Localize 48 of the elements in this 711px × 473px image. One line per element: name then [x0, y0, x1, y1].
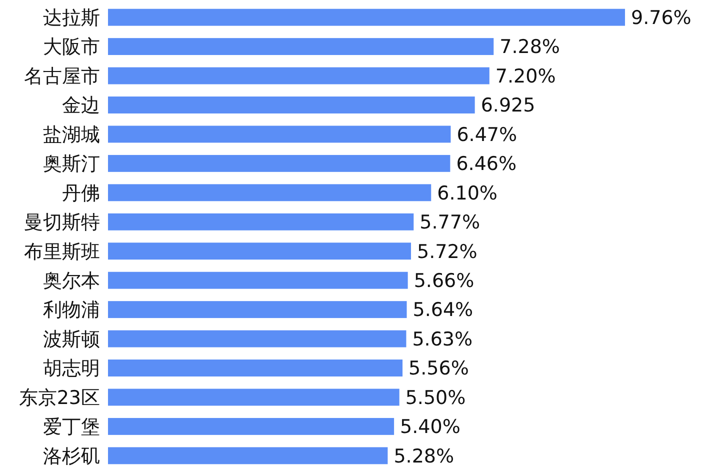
- bar: [108, 38, 494, 56]
- data-label: 7.20%: [495, 65, 556, 88]
- data-label: 6.925: [480, 94, 536, 117]
- data-label: 5.72%: [416, 240, 478, 263]
- data-label: 6.47%: [456, 124, 518, 146]
- y-tick-label: 金边: [62, 94, 100, 117]
- bar: [108, 126, 451, 143]
- bar: [108, 272, 408, 289]
- bar: [108, 213, 414, 230]
- data-label: 5.64%: [412, 299, 474, 322]
- data-label: 5.77%: [420, 212, 480, 234]
- bar: [108, 447, 388, 464]
- data-label: 5.28%: [394, 445, 454, 468]
- bar: [108, 154, 450, 172]
- bar: [108, 418, 394, 435]
- y-tick-label: 东京23区: [18, 386, 100, 409]
- y-tick-label: 布里斯班: [24, 240, 100, 263]
- bar: [108, 330, 406, 348]
- y-tick-label: 利物浦: [43, 299, 100, 322]
- data-label: 6.10%: [437, 182, 498, 204]
- y-tick-label: 洛杉矶: [43, 445, 100, 468]
- data-label: 5.40%: [400, 416, 460, 438]
- y-tick-label: 奥尔本: [43, 270, 100, 292]
- y-tick-label: 大阪市: [43, 36, 100, 58]
- y-tick-label: 曼切斯特: [24, 212, 100, 234]
- bar: [108, 8, 625, 26]
- data-label: 9.76%: [631, 6, 692, 29]
- y-tick-label: 胡志明: [43, 358, 100, 380]
- data-label: 5.66%: [414, 270, 474, 292]
- data-label: 5.56%: [408, 358, 469, 380]
- data-label: 5.50%: [405, 386, 466, 409]
- bar: [108, 67, 490, 84]
- bar: [108, 184, 432, 202]
- data-label: 6.46%: [456, 153, 517, 176]
- y-tick-label: 名古屋市: [24, 65, 100, 88]
- y-tick-label: 盐湖城: [43, 124, 100, 146]
- y-tick-label: 奥斯汀: [43, 153, 100, 176]
- bar: [108, 388, 400, 406]
- y-tick-label: 爱丁堡: [43, 416, 100, 438]
- y-tick-label: 达拉斯: [43, 6, 100, 29]
- bar: [108, 360, 403, 376]
- y-tick-label: 丹佛: [62, 182, 100, 204]
- bar: [108, 96, 475, 114]
- data-label: 5.63%: [412, 328, 473, 350]
- bar: [108, 242, 411, 260]
- y-tick-label: 波斯顿: [43, 328, 100, 350]
- data-label: 7.28%: [500, 36, 560, 58]
- bar: [108, 301, 407, 318]
